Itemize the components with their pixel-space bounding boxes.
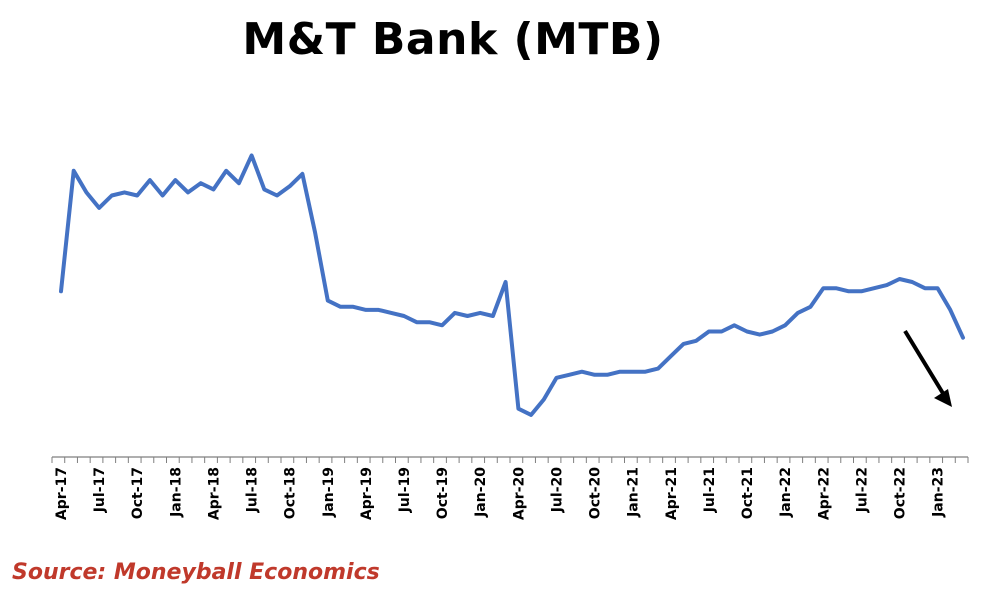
trend-arrow-shaft [903,329,946,397]
x-tick-label: Oct-19 [435,467,451,519]
annotation-layer [903,329,952,407]
x-tick-label: Jul-20 [549,467,565,514]
series-line-0 [59,153,965,417]
x-tick-label: Jan-21 [626,467,642,518]
chart-title: M&T Bank (MTB) [242,14,664,65]
x-tick-label: Oct-20 [588,467,604,519]
x-tick-label: Jul-17 [92,467,108,513]
x-tick-label: Apr-17 [54,467,70,520]
x-tick-label: Jul-21 [702,467,718,513]
x-tick-label: Jan-20 [473,467,489,518]
series-layer [59,153,965,417]
source-note: Source: Moneyball Economics [12,560,380,585]
x-tick-label: Jan-22 [778,467,794,518]
trend-arrow-head [934,389,952,407]
x-tick-label: Apr-21 [664,467,680,520]
x-tick-label: Jan-19 [321,467,337,518]
x-tick-label: Oct-17 [130,467,146,519]
x-tick-label: Apr-20 [511,467,527,520]
x-tick-label: Apr-18 [206,467,222,520]
x-tick-label: Oct-21 [740,467,756,519]
x-tick-label: Jul-19 [397,467,413,513]
x-tick-label: Jan-23 [931,467,947,518]
x-tick-label: Apr-22 [816,467,832,520]
x-tick-label: Jul-18 [245,467,261,513]
x-tick-label: Apr-19 [359,467,375,520]
x-tick-label: Jul-22 [854,467,870,513]
x-axis: Apr-17 Jul-17 Oct-17 Jan-18 Apr-18 Jul-18 Oct-… [51,456,969,520]
x-tick-label: Jan-18 [168,467,184,518]
x-tick-label: Oct-18 [283,467,299,519]
x-tick-label: Oct-22 [892,467,908,519]
